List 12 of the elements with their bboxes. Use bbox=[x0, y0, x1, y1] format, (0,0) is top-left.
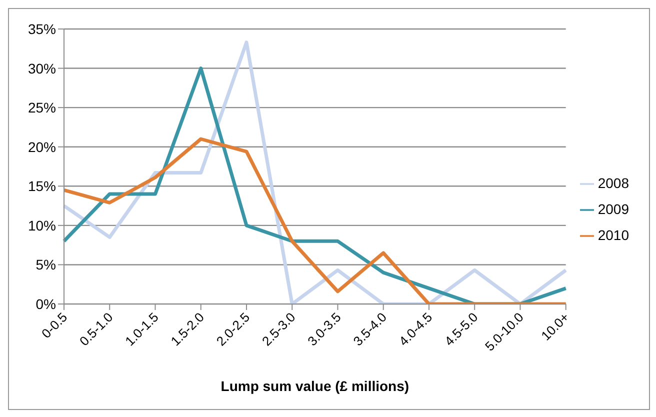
legend-label: 2010 bbox=[598, 227, 629, 243]
y-tick-label: 30% bbox=[28, 60, 56, 76]
y-tick-label: 20% bbox=[28, 138, 56, 155]
y-tick-label: 5% bbox=[36, 256, 56, 273]
y-tick-label: 15% bbox=[28, 178, 56, 194]
legend-label: 2009 bbox=[598, 201, 629, 217]
y-tick-label: 35% bbox=[28, 20, 56, 37]
y-tick-label: 0% bbox=[36, 296, 56, 312]
legend-label: 2008 bbox=[598, 175, 629, 191]
y-tick-label: 25% bbox=[28, 100, 56, 116]
x-axis-title: Lump sum value (£ millions) bbox=[220, 378, 410, 394]
y-tick-label: 10% bbox=[28, 217, 56, 234]
